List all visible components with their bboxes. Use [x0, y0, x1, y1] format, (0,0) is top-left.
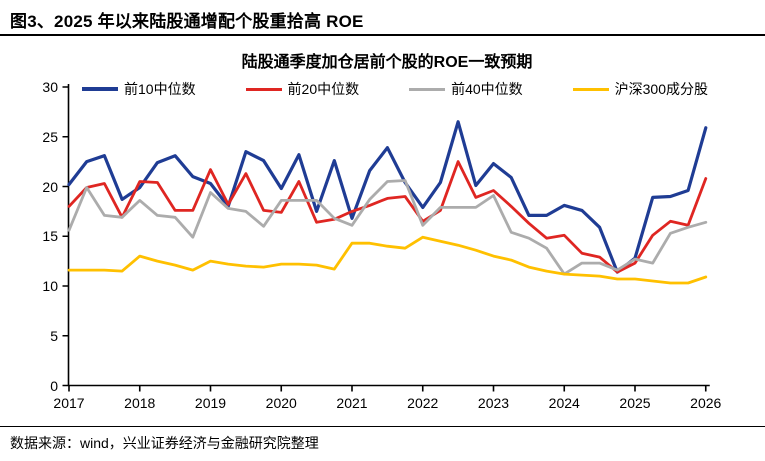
top10-median-line — [67, 120, 708, 274]
legend-swatch — [409, 87, 446, 91]
x-tick-label: 2017 — [53, 394, 85, 411]
csi300-line — [67, 235, 708, 285]
y-tick-label: 20 — [42, 178, 58, 195]
legend-label: 前40中位数 — [451, 81, 523, 97]
legend-label: 前10中位数 — [124, 81, 196, 97]
chart-title: 陆股通季度加仓居前个股的ROE一致预期 — [241, 54, 533, 71]
top20-median-line — [67, 160, 708, 274]
legend-swatch — [572, 87, 609, 91]
y-tick-label: 25 — [42, 128, 58, 145]
x-tick-label: 2021 — [336, 394, 368, 411]
legend-swatch — [82, 87, 118, 91]
x-tick-label: 2022 — [407, 394, 439, 411]
y-tick-label: 15 — [42, 228, 58, 245]
chart-legend: 前10中位数 前20中位数 前40中位数 沪深300成分股 — [82, 80, 708, 98]
legend-label: 前20中位数 — [287, 81, 360, 97]
x-tick-label: 2023 — [477, 394, 510, 411]
legend-swatch — [245, 87, 282, 91]
y-tick-label: 30 — [42, 79, 58, 95]
x-tick-label: 2024 — [548, 394, 580, 411]
top40-median-line — [67, 179, 708, 276]
x-tick-label: 2026 — [690, 394, 722, 411]
title-divider — [0, 34, 765, 36]
legend-item: 前20中位数 — [245, 79, 360, 99]
y-tick-label: 0 — [50, 377, 58, 394]
x-tick-label: 2025 — [619, 394, 651, 411]
figure-title: 图3、2025 年以来陆股通增配个股重拾高 ROE — [10, 12, 364, 31]
legend-item: 沪深300成分股 — [572, 79, 708, 99]
footer-divider — [0, 426, 765, 427]
axes — [62, 84, 710, 392]
data-source-note: 数据来源：wind，兴业证券经济与金融研究院整理 — [10, 435, 319, 451]
legend-label: 沪深300成分股 — [614, 81, 708, 97]
x-tick-label: 2020 — [265, 394, 297, 411]
x-tick-label: 2019 — [194, 394, 227, 411]
legend-item: 前40中位数 — [409, 79, 523, 99]
y-tick-label: 10 — [42, 278, 58, 294]
legend-item: 前10中位数 — [82, 79, 196, 99]
y-tick-label: 5 — [50, 327, 58, 344]
x-tick-label: 2018 — [124, 394, 156, 411]
